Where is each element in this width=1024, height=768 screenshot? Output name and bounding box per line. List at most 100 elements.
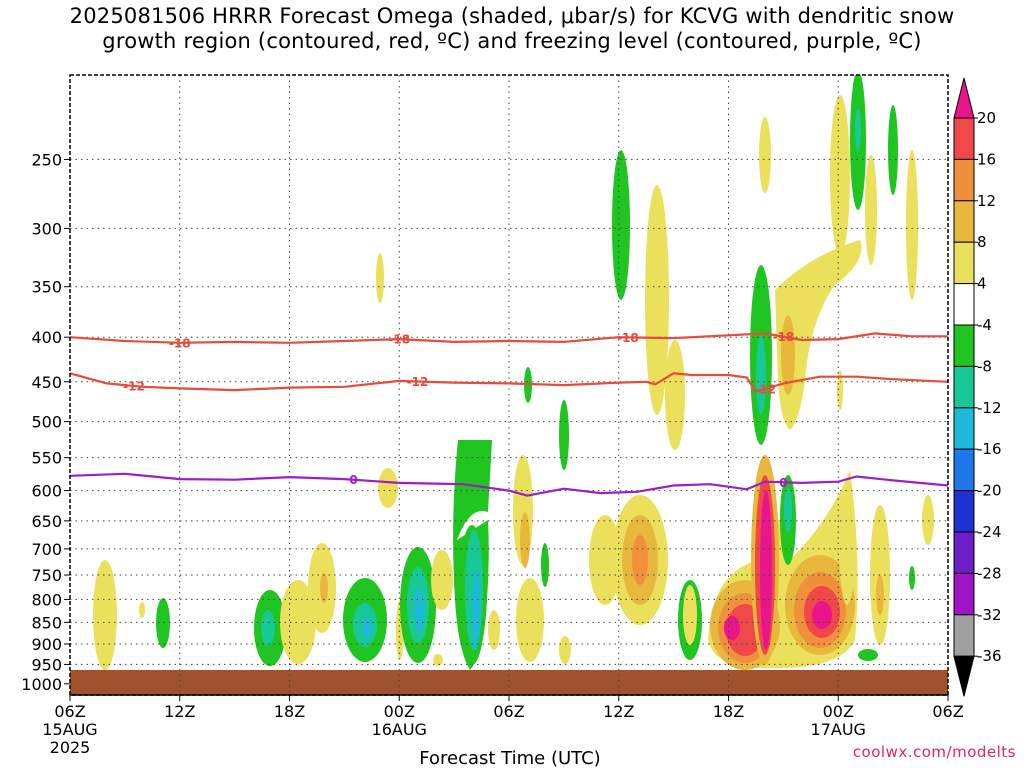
x-tick-year: 2025 [50, 738, 91, 757]
colorbar-swatch [953, 407, 975, 450]
colorbar-swatch [953, 614, 975, 657]
x-tick-label: 00Z [384, 702, 415, 721]
omega-cell [855, 108, 861, 152]
contour-label: -12 [123, 379, 145, 393]
gridlines [70, 75, 948, 695]
colorbar-swatch [953, 241, 975, 285]
x-tick-label: 12Z [164, 702, 195, 721]
y-tick-label: 600 [31, 482, 62, 501]
x-tick-label: 06Z [493, 702, 524, 721]
colorbar-swatch [953, 531, 975, 574]
omega-cell [812, 601, 832, 629]
x-tick-label: 18Z [274, 702, 305, 721]
credit-text: coolwx.com/modelts [853, 743, 1016, 761]
y-tick-label: 550 [31, 449, 62, 468]
contour-label: -12 [754, 382, 776, 396]
omega-cell [865, 155, 877, 265]
colorbar-swatch [953, 365, 975, 409]
omega-cell [781, 315, 795, 395]
contour-label: -18 [388, 333, 410, 347]
temperature-contours: -18 -18 -18 -18 -12 -12 -12 0 0 [70, 330, 948, 497]
omega-cell [784, 488, 792, 532]
x-axis-label: Forecast Time (UTC) [419, 748, 600, 768]
colorbar-label: -20 [977, 482, 1002, 500]
omega-cell [683, 585, 697, 645]
colorbar-swatch [953, 200, 975, 243]
omega-cell [376, 253, 384, 303]
contour-label: -18 [617, 331, 639, 345]
omega-cell [414, 588, 424, 632]
omega-cell [759, 117, 771, 193]
omega-cell [906, 150, 918, 300]
omega-cell [559, 400, 569, 470]
omega-cell [632, 535, 648, 585]
colorbar-label: 20 [977, 109, 996, 127]
y-tick-label: 900 [31, 635, 62, 654]
omega-cell [520, 512, 530, 568]
colorbar-label: 4 [977, 275, 987, 293]
omega-shading [93, 75, 934, 670]
y-tick-label: 400 [31, 328, 62, 347]
omega-cell [922, 495, 934, 545]
contour-line [70, 332, 948, 344]
omega-cell [839, 485, 855, 605]
omega-cell [378, 468, 398, 508]
y-tick-label: 300 [31, 219, 62, 238]
x-tick-label: 06Z [54, 702, 85, 721]
pressure-axis: 250 300 350 400 450 500 550 600 650 700 750 800 850 9… [21, 150, 70, 694]
omega-cell [320, 573, 328, 603]
colorbar-swatch [953, 572, 975, 616]
omega-cell [830, 95, 850, 255]
x-tick-label: 06Z [932, 702, 963, 721]
omega-cell [93, 560, 117, 670]
colorbar-label: 12 [977, 192, 996, 210]
omega-cell [362, 618, 372, 638]
omega-cell [488, 610, 500, 650]
colorbar-label: -36 [977, 647, 1002, 665]
colorbar-swatch [953, 283, 975, 326]
y-tick-label: 450 [31, 373, 62, 392]
colorbar-label: -24 [977, 523, 1002, 541]
y-tick-label: 250 [31, 150, 62, 169]
contour-line [70, 472, 948, 497]
x-tick-date: 17AUG [811, 720, 866, 739]
omega-cell [589, 515, 621, 605]
colorbar-top-triangle [953, 77, 975, 119]
y-tick-label: 750 [31, 566, 62, 585]
omega-cell [433, 654, 443, 666]
colorbar-swatch [953, 448, 975, 492]
y-tick-label: 850 [31, 613, 62, 632]
omega-cell [645, 185, 669, 415]
omega-cell [472, 570, 480, 650]
colorbar-label: -16 [977, 440, 1002, 458]
y-tick-label: 700 [31, 540, 62, 559]
y-tick-label: 800 [31, 590, 62, 609]
colorbar-bottom-triangle [953, 655, 975, 697]
omega-cell [724, 616, 740, 640]
omega-cell [876, 575, 884, 615]
y-tick-label: 350 [31, 278, 62, 297]
contour-label: -18 [773, 330, 795, 344]
colorbar-label: -8 [977, 357, 992, 375]
omega-cell [665, 340, 685, 450]
omega-cell [612, 150, 630, 300]
x-tick-date: 15AUG [42, 720, 97, 739]
colorbar: 20 16 12 8 4 -4 -8 -12 -16 -20 -24 -28 -32 -36 [953, 77, 1002, 697]
omega-cell [156, 598, 170, 648]
colorbar-label: -12 [977, 399, 1002, 417]
colorbar-label: -28 [977, 564, 1002, 582]
x-tick-label: 00Z [823, 702, 854, 721]
colorbar-swatch [953, 158, 975, 202]
y-tick-label: 950 [31, 655, 62, 674]
omega-cell [909, 566, 915, 590]
chart-title: 2025081506 HRRR Forecast Omega (shaded, … [69, 4, 955, 53]
omega-cell [858, 649, 878, 661]
colorbar-label: 8 [977, 233, 987, 251]
omega-cell [760, 490, 772, 650]
contour-label: -18 [169, 336, 191, 350]
colorbar-label: -4 [977, 316, 992, 334]
omega-cell [559, 636, 571, 664]
colorbar-swatch [953, 490, 975, 533]
